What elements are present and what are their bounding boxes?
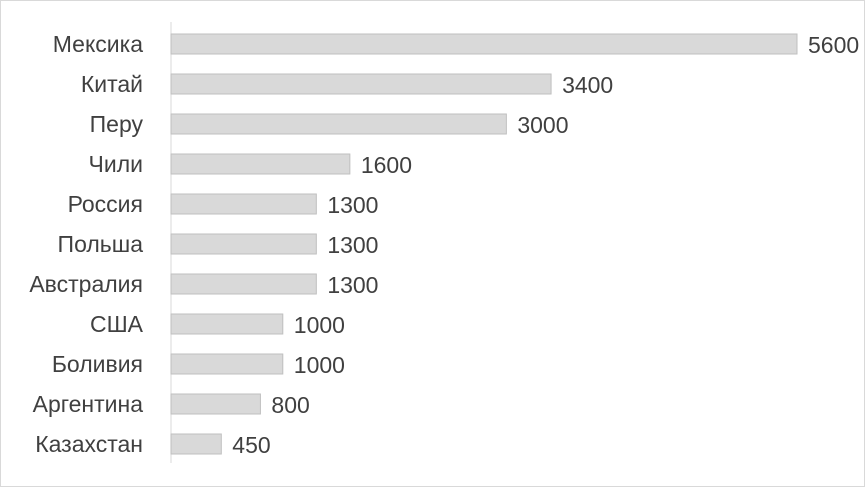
value-data-label: 450 [232, 432, 270, 458]
value-data-label: 800 [271, 392, 309, 418]
category-tick-label: Перу [90, 111, 144, 137]
bar [170, 33, 798, 55]
category-tick-label: Боливия [52, 351, 143, 377]
category-tick-label: США [90, 311, 144, 337]
category-tick-label: Польша [58, 231, 144, 257]
bar [170, 433, 222, 455]
category-tick-label: Китай [81, 71, 143, 97]
bar [170, 273, 317, 295]
bar [170, 353, 284, 375]
bar [170, 393, 261, 415]
category-tick-label: Россия [68, 191, 143, 217]
bar [170, 313, 284, 335]
value-data-label: 1600 [361, 152, 412, 178]
bar [170, 113, 507, 135]
value-data-label: 1300 [327, 192, 378, 218]
category-tick-label: Австралия [29, 271, 143, 297]
bar [170, 153, 351, 175]
bar [170, 233, 317, 255]
bar [170, 193, 317, 215]
value-data-label: 1300 [327, 272, 378, 298]
labels-layer: Мексика 5600 Китай 3400 Перу 3000 Чили 1600 Росс… [29, 31, 859, 458]
bar [170, 73, 552, 95]
category-tick-label: Чили [89, 151, 143, 177]
category-tick-label: Аргентина [33, 391, 144, 417]
value-data-label: 3000 [517, 112, 568, 138]
value-data-label: 3400 [562, 72, 613, 98]
bars-layer [170, 33, 798, 455]
value-data-label: 1300 [327, 232, 378, 258]
value-data-label: 1000 [294, 312, 345, 338]
category-tick-label: Мексика [53, 31, 143, 57]
value-data-label: 5600 [808, 32, 859, 58]
value-data-label: 1000 [294, 352, 345, 378]
category-tick-label: Казахстан [35, 431, 143, 457]
